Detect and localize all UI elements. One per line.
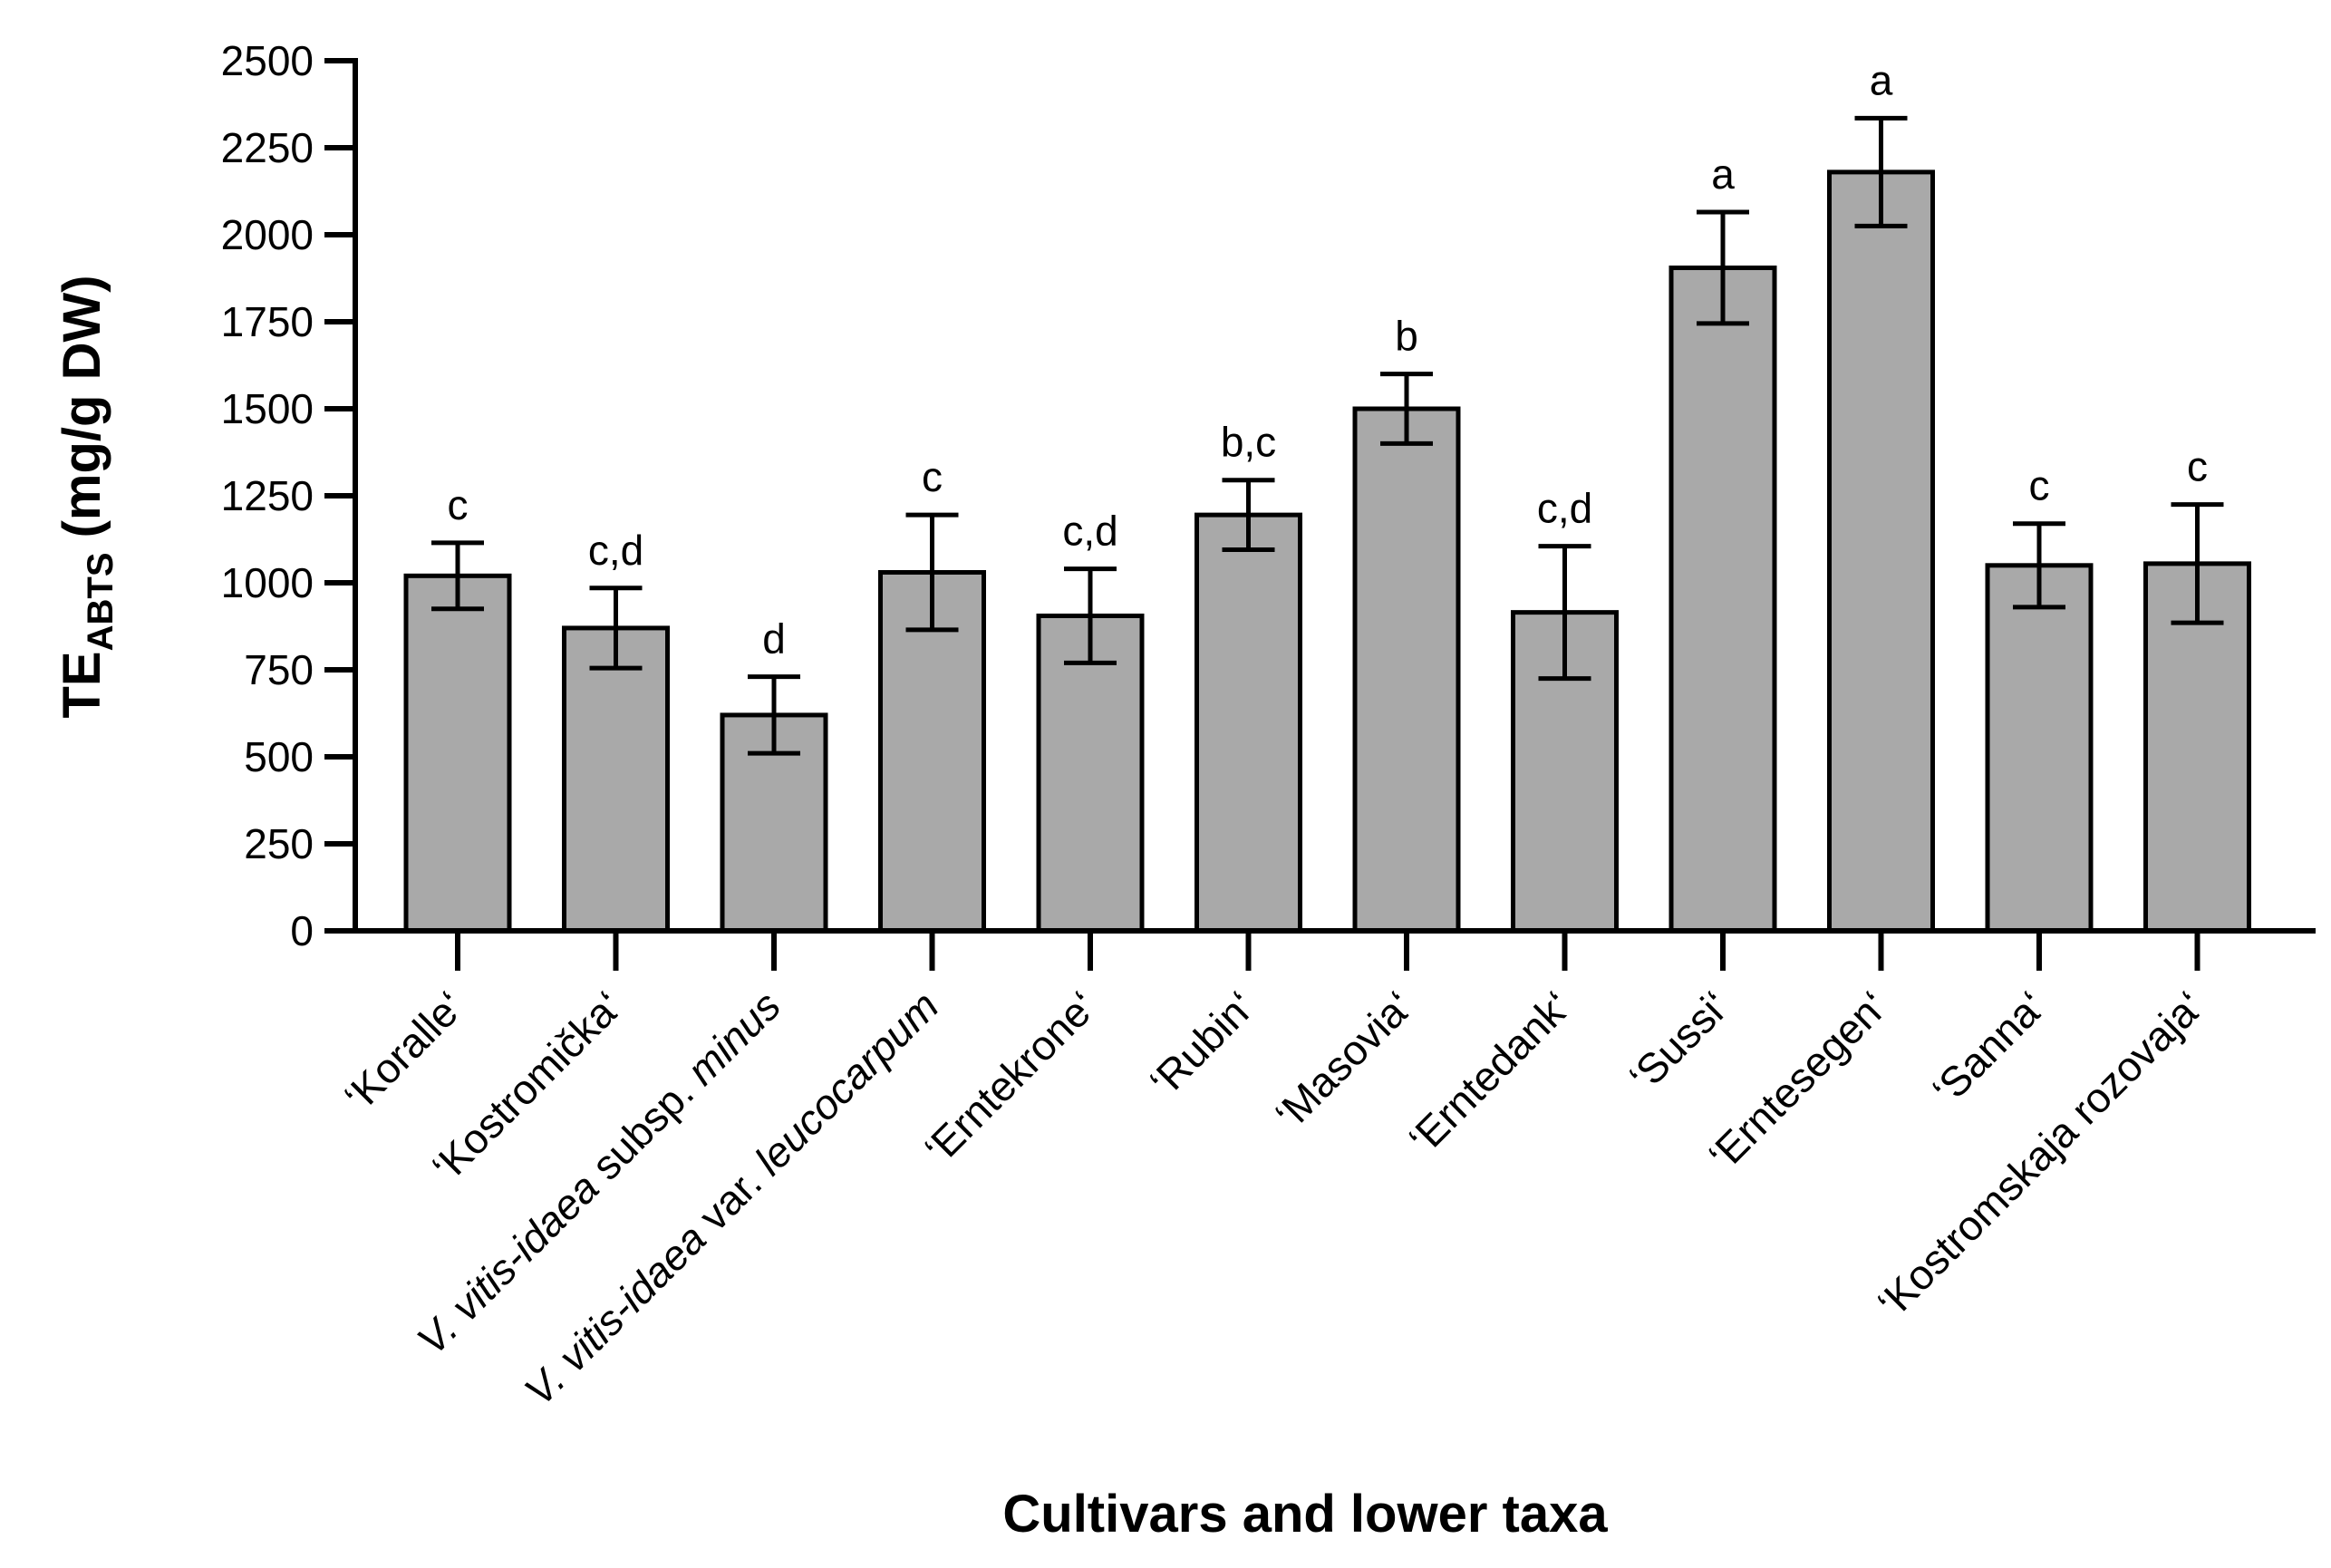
y-tick-label: 2000 [221,211,314,258]
x-category-label-part: ‘Erntedank‘ [1399,982,1581,1163]
significance-label: b [1395,313,1418,360]
bar [403,573,512,934]
significance-label: c [922,453,943,500]
significance-label: c,d [1062,508,1117,555]
y-tick-label: 0 [290,907,314,954]
y-tick-label: 1500 [221,385,314,432]
significance-label: d [762,615,786,663]
y-tick-label: 2500 [221,37,314,84]
y-axis-title-unit: (mg/g DW) [53,275,111,552]
x-category-label: ‘Rubin‘ [1140,982,1263,1105]
x-category-label: ‘Masovia‘ [1266,982,1422,1137]
significance-label: c,d [588,527,643,574]
bar [1827,169,1935,934]
x-category-label-part: ‘Masovia‘ [1266,982,1422,1137]
x-category-label-part: ‘Koralle‘ [335,982,473,1119]
bar [878,569,986,934]
x-category-label-part: ‘Rubin‘ [1140,982,1263,1105]
x-axis-title: Cultivars and lower taxa [1002,1485,1608,1544]
bar [1985,563,2094,934]
y-axis: 0 250 500 750 1000 1250 1500 1750 2000 2250 2500 [221,37,358,954]
x-category-label: ‘Koralle‘ [335,982,473,1119]
bar [1352,406,1461,934]
bar [1195,512,1302,934]
y-tick-label: 750 [244,646,314,693]
bars-group: c c,d d c c,d b,c b c,d a a c c [403,56,2251,934]
x-category-label-part: subsp. [575,1060,711,1197]
x-category-label-part: ‘Kostromskaja rozovaja‘ [1868,982,2212,1326]
significance-label: a [1711,150,1735,198]
x-category-label-part: ‘Erntekrone‘ [915,982,1106,1172]
x-category-label: ‘Erntedank‘ [1399,982,1581,1163]
x-category-label-part: minus [678,982,790,1094]
x-category-label: ‘Sanna‘ [1923,982,2055,1113]
y-tick-label: 1000 [221,559,314,606]
x-category-label: ‘Sussi‘ [1620,982,1738,1100]
significance-label: c,d [1537,485,1592,532]
significance-label: c [2029,462,2050,509]
significance-label: a [1870,56,1893,103]
bar [562,625,670,934]
y-axis-title-text: TEABTS (mg/g DW) [53,275,121,718]
y-axis-title-main: TE [53,651,111,718]
y-axis-title-subscript: ABTS [81,553,121,652]
y-tick-label: 1250 [221,472,314,519]
y-tick-label: 250 [244,820,314,867]
x-category-label-part: ‘Sussi‘ [1620,982,1738,1100]
significance-label: c [2187,443,2208,490]
y-tick-label: 2250 [221,124,314,171]
x-axis: ‘Koralle‘‘Kostromička‘V. vitis-idaea sub… [335,928,2316,1415]
x-category-label: ‘Kostromskaja rozovaja‘ [1868,982,2212,1326]
y-tick-label: 1750 [221,298,314,345]
x-category-label: ‘Erntekrone‘ [915,982,1106,1172]
x-category-label-part: ‘Sanna‘ [1923,982,2055,1113]
significance-label: c [448,481,469,528]
y-axis-title: TEABTS (mg/g DW) [53,275,121,718]
significance-label: b,c [1221,419,1276,466]
bar [1668,265,1777,934]
y-tick-label: 500 [244,733,314,780]
